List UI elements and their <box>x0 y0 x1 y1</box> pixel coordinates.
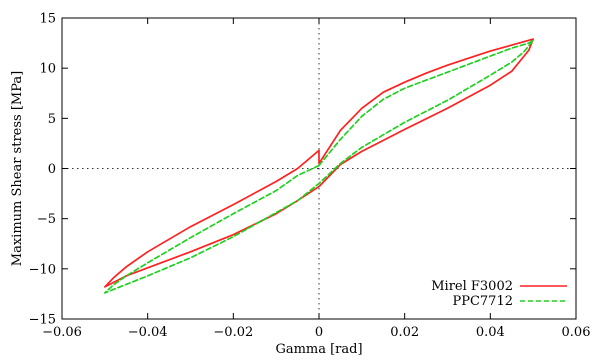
y-tick-label: 0 <box>48 162 56 177</box>
series-line-mirel-f3002 <box>103 38 535 288</box>
y-tick-label: −15 <box>29 313 56 328</box>
y-tick-label: 5 <box>48 112 56 127</box>
y-tick-label: 10 <box>39 62 56 77</box>
y-tick-label: −5 <box>37 212 56 227</box>
y-tick-label: −10 <box>29 262 56 277</box>
y-tick-label: 15 <box>39 12 56 27</box>
series-layer <box>103 38 535 294</box>
x-tick-label: −0.06 <box>42 325 82 340</box>
plot-frame <box>61 17 577 320</box>
legend-label-ppc: PPC7712 <box>452 294 513 309</box>
zero-reference-lines <box>62 18 576 319</box>
series-line-ppc7712 <box>103 39 535 294</box>
y-axis-label: Maximum Shear stress [MPa] <box>10 71 25 266</box>
x-axis-label: Gamma [rad] <box>275 342 362 357</box>
legend: Mirel F3002 PPC7712 <box>431 279 567 309</box>
x-axis-tick-labels: −0.06 −0.04 −0.02 0 0.02 0.04 0.06 <box>42 325 590 340</box>
x-tick-label: 0.02 <box>390 325 419 340</box>
legend-label-mirel: Mirel F3002 <box>431 279 513 294</box>
x-tick-label: −0.02 <box>213 325 253 340</box>
x-tick-label: −0.04 <box>128 325 168 340</box>
x-tick-label: 0 <box>315 325 323 340</box>
y-axis-tick-labels: −15 −10 −5 0 5 10 15 <box>29 12 56 328</box>
x-tick-label: 0.06 <box>562 325 591 340</box>
x-tick-label: 0.04 <box>476 325 505 340</box>
